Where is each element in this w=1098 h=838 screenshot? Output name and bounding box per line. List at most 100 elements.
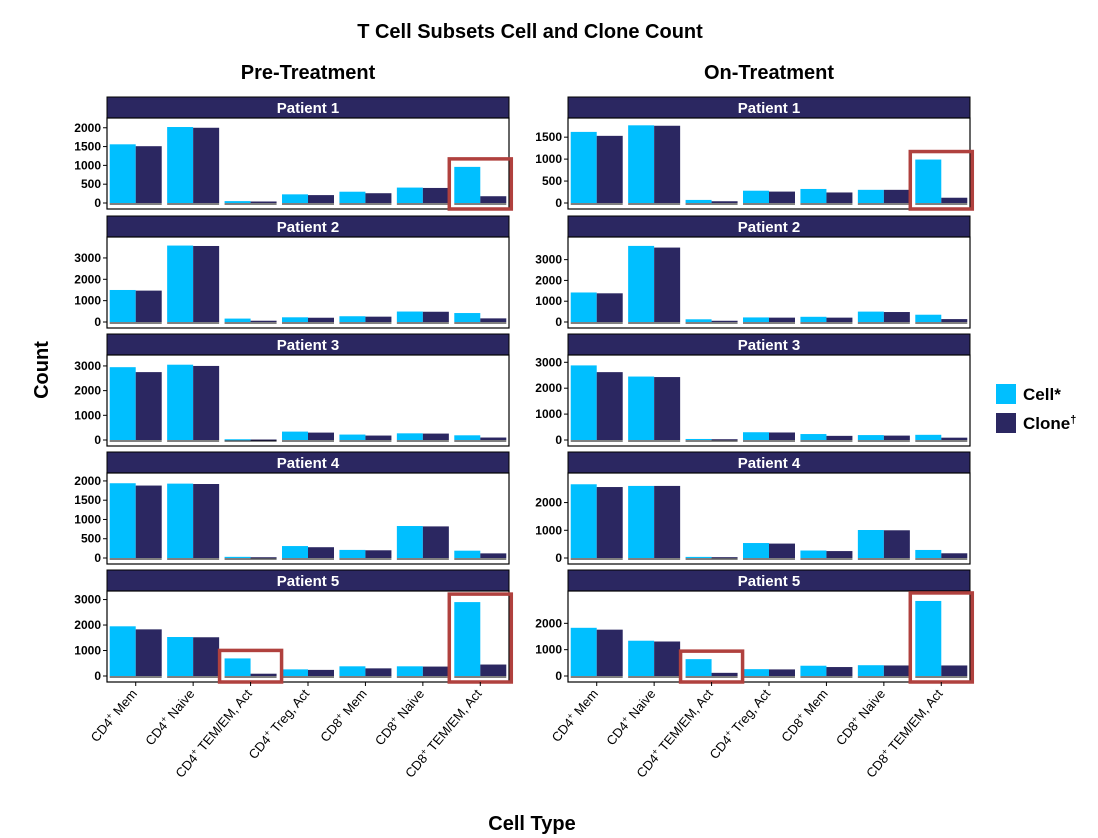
- cell-bar: [396, 526, 423, 558]
- category-label-superscript: +: [333, 711, 344, 721]
- facet-panel: Patient 1 0 500 1000 1500 2000: [74, 96, 514, 211]
- cell-bar: [396, 666, 423, 676]
- cell-bar: [396, 433, 423, 440]
- clone-bar: [826, 435, 853, 440]
- highlight-box: [447, 157, 514, 211]
- y-tick-label: 0: [94, 669, 101, 683]
- y-tick-label: 1000: [535, 407, 562, 421]
- clone-bar: [480, 437, 507, 440]
- cell-bar: [109, 483, 136, 558]
- category-label-rest: Treg, Act: [266, 686, 313, 738]
- clone-bar: [654, 641, 681, 676]
- x-axis-title: Cell Type: [488, 813, 575, 835]
- cell-bar: [167, 483, 194, 558]
- y-tick-label: 3000: [535, 253, 562, 267]
- cell-bar: [396, 311, 423, 322]
- strip-label: Patient 1: [277, 100, 340, 117]
- category-label-superscript: +: [649, 746, 660, 756]
- y-tick-label: 0: [94, 433, 101, 447]
- facet-panel: Patient 4 0 1000 2000: [535, 451, 971, 565]
- cell-bar: [800, 188, 827, 203]
- clone-bar: [480, 318, 507, 322]
- legend-label-mark: †: [1070, 414, 1076, 426]
- y-tick-label: 3000: [535, 355, 562, 369]
- cell-bar: [743, 669, 769, 676]
- category-label-rest: Naive: [392, 686, 427, 724]
- category-label-superscript: +: [722, 728, 733, 738]
- cell-bar: [628, 485, 655, 558]
- clone-bar: [365, 435, 392, 440]
- cell-bar: [857, 665, 884, 676]
- clone-bar: [193, 484, 220, 558]
- category-label: CD4+ Naive: [141, 686, 197, 748]
- cell-bar: [915, 549, 942, 558]
- category-label: CD8+ Naive: [371, 686, 427, 748]
- clone-bar: [826, 551, 853, 558]
- y-tick-label: 2000: [535, 381, 562, 395]
- clone-bar: [596, 487, 623, 558]
- y-tick-label: 2000: [74, 474, 101, 488]
- clone-bar: [422, 433, 449, 440]
- category-label-rest: Mem: [569, 686, 601, 721]
- category-label-rest: Mem: [798, 686, 830, 721]
- cell-bar: [339, 191, 366, 203]
- clone-bar: [365, 668, 392, 676]
- cell-bar: [454, 550, 481, 558]
- clone-bar: [480, 553, 507, 558]
- column-title: On-Treatment: [704, 62, 834, 84]
- cell-bar: [454, 602, 481, 676]
- facet-panel: Patient 3 0 1000 2000 3000: [535, 333, 971, 447]
- clone-bar: [711, 320, 738, 322]
- legend-swatch: [996, 384, 1016, 404]
- clone-bar: [883, 312, 910, 322]
- clone-bar: [308, 669, 334, 676]
- category-label: CD4+ Mem: [87, 686, 140, 745]
- cell-bar: [685, 438, 712, 440]
- facet-panel: Patient 4 0 500 1000 1500 2000: [74, 451, 510, 565]
- category-label-superscript: +: [158, 714, 169, 724]
- y-tick-label: 2000: [74, 384, 101, 398]
- y-tick-label: 1000: [535, 294, 562, 308]
- clone-bar: [308, 432, 334, 440]
- y-tick-label: 500: [81, 177, 101, 191]
- category-label-rest: Naive: [623, 686, 658, 724]
- clone-bar: [654, 485, 681, 558]
- clone-bar: [250, 320, 277, 322]
- cell-bar: [339, 549, 366, 558]
- clone-bar: [826, 192, 853, 203]
- cell-bar: [685, 199, 712, 203]
- facet-panel: Patient 2 0 1000 2000 3000: [74, 215, 510, 329]
- clone-bar: [135, 372, 162, 440]
- clone-bar: [308, 317, 334, 322]
- y-tick-label: 0: [94, 551, 101, 565]
- category-label: CD4+ Mem: [548, 686, 601, 745]
- y-tick-label: 0: [555, 433, 562, 447]
- clone-bar: [596, 135, 623, 203]
- strip-label: Patient 2: [277, 219, 340, 236]
- y-tick-label: 0: [555, 196, 562, 210]
- cell-bar: [224, 556, 251, 558]
- y-tick-label: 1000: [74, 512, 101, 526]
- category-label-rest: TEM/EM, Act: [422, 686, 485, 757]
- category-label: CD4+ Treg, Act: [245, 685, 313, 762]
- strip-label: Patient 2: [738, 219, 801, 236]
- y-tick-label: 1000: [535, 643, 562, 657]
- y-tick-label: 1000: [74, 294, 101, 308]
- clone-bar: [365, 550, 392, 558]
- clone-bar: [769, 191, 795, 203]
- y-tick-label: 500: [81, 532, 101, 546]
- cell-bar: [743, 317, 769, 322]
- cell-bar: [570, 292, 597, 322]
- clone-bar: [711, 201, 738, 203]
- cell-bar: [224, 318, 251, 322]
- legend-label-mark: *: [1054, 385, 1061, 404]
- category-label-superscript: +: [619, 714, 630, 724]
- y-tick-label: 0: [555, 315, 562, 329]
- cell-bar: [857, 435, 884, 440]
- clone-bar: [769, 432, 795, 440]
- category-label-superscript: +: [418, 746, 429, 756]
- clone-bar: [250, 439, 277, 441]
- facet-panel: Patient 1 0 500 1000 1500: [535, 96, 975, 211]
- y-tick-label: 2000: [74, 618, 101, 632]
